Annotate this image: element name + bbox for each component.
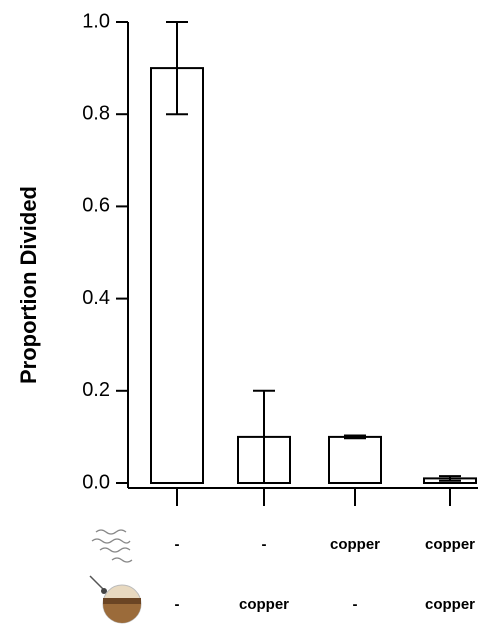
bacteria-icon xyxy=(91,529,133,563)
error-bar xyxy=(253,389,275,484)
y-tick-label: 0.8 xyxy=(82,102,110,124)
condition-label: - xyxy=(353,596,358,613)
bar xyxy=(328,435,382,484)
condition-label: copper xyxy=(330,536,380,553)
condition-label: copper xyxy=(425,596,475,613)
condition-label: - xyxy=(175,596,180,613)
error-bar xyxy=(166,21,188,116)
bar xyxy=(150,67,204,484)
condition-label: - xyxy=(175,536,180,553)
error-bar xyxy=(439,475,461,482)
condition-label: - xyxy=(262,536,267,553)
condition-label: copper xyxy=(239,596,289,613)
y-tick-label: 1.0 xyxy=(82,10,110,32)
condition-label: copper xyxy=(425,536,475,553)
y-tick-label: 0.4 xyxy=(82,287,110,309)
y-tick-label: 0.0 xyxy=(82,471,110,493)
y-tick-label: 0.2 xyxy=(82,379,110,401)
y-axis-label: Proportion Divided xyxy=(16,186,41,384)
y-tick-label: 0.6 xyxy=(82,195,110,217)
error-bar xyxy=(344,434,366,440)
disk-icon xyxy=(89,575,142,624)
